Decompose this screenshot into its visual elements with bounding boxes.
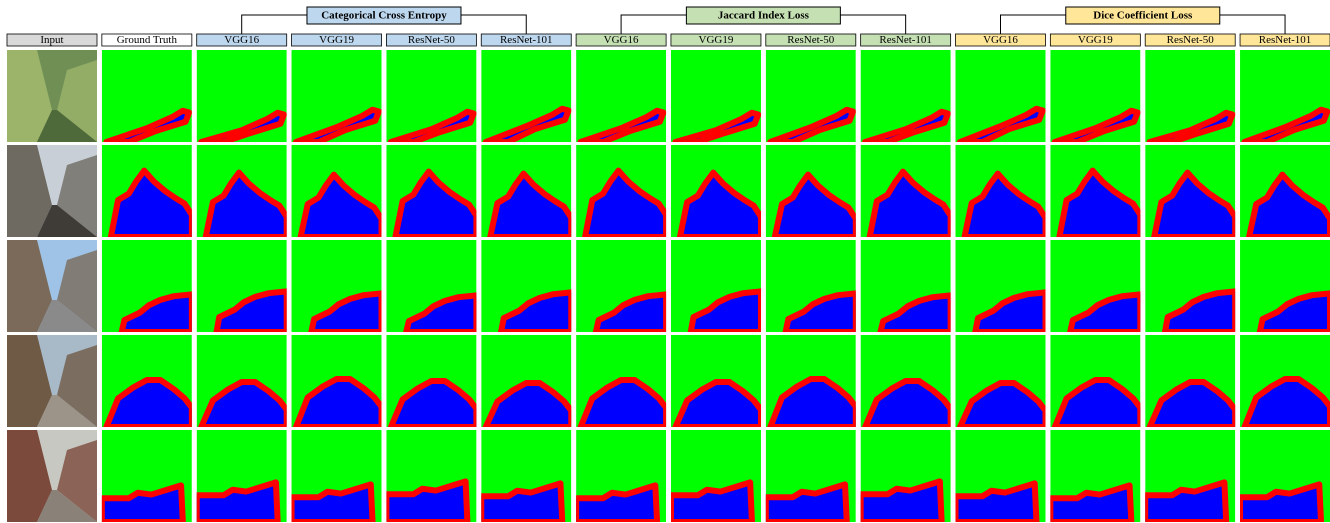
group-title: Categorical Cross Entropy: [321, 10, 447, 22]
segmentation-map: [197, 430, 287, 522]
segmentation-map: [861, 50, 951, 142]
segmentation-map: [197, 50, 287, 142]
segmentation-map: [671, 430, 761, 522]
segmentation-map: [671, 50, 761, 142]
column-header: Input: [40, 34, 63, 46]
segmentation-map: [292, 240, 382, 332]
segmentation-map: [576, 430, 666, 522]
segmentation-map: [576, 240, 666, 332]
segmentation-map: [861, 240, 951, 332]
segmentation-map: [576, 335, 666, 427]
segmentation-map: [766, 335, 856, 427]
segmentation-map: [766, 50, 856, 142]
segmentation-map: [197, 335, 287, 427]
column-header: ResNet-50: [408, 34, 456, 46]
segmentation-map: [386, 430, 476, 522]
segmentation-map: [481, 240, 571, 332]
column-header: VGG16: [604, 34, 639, 46]
column-header: VGG16: [983, 34, 1018, 46]
segmentation-map: [766, 145, 856, 237]
group-title: Dice Coefficient Loss: [1093, 10, 1193, 22]
segmentation-map: [386, 240, 476, 332]
segmentation-map: [197, 240, 287, 332]
segmentation-map: [292, 335, 382, 427]
segmentation-map: [102, 240, 192, 332]
segmentation-map: [1145, 145, 1235, 237]
segmentation-map: [386, 145, 476, 237]
segmentation-map: [481, 430, 571, 522]
segmentation-map: [576, 50, 666, 142]
segmentation-map: [1240, 145, 1330, 237]
segmentation-map: [671, 145, 761, 237]
segmentation-map: [956, 145, 1046, 237]
segmentation-map: [1050, 145, 1140, 237]
segmentation-map: [956, 335, 1046, 427]
column-header: ResNet-101: [879, 34, 932, 46]
segmentation-map: [197, 145, 287, 237]
segmentation-map: [1240, 240, 1330, 332]
segmentation-map: [102, 50, 192, 142]
column-header: VGG19: [1078, 34, 1113, 46]
column-header: ResNet-50: [1167, 34, 1215, 46]
column-header: ResNet-101: [1259, 34, 1312, 46]
segmentation-map: [481, 335, 571, 427]
segmentation-map: [861, 430, 951, 522]
segmentation-map: [102, 145, 192, 237]
figure: Input Ground Truth Categorical Cross Entro…: [0, 0, 1330, 523]
segmentation-map: [386, 335, 476, 427]
segmentation-map: [861, 145, 951, 237]
segmentation-map: [956, 240, 1046, 332]
segmentation-map: [1240, 50, 1330, 142]
segmentation-map: [861, 335, 951, 427]
segmentation-map: [1145, 335, 1235, 427]
segmentation-map: [292, 145, 382, 237]
segmentation-map: [576, 145, 666, 237]
segmentation-map: [766, 430, 856, 522]
segmentation-map: [1050, 50, 1140, 142]
segmentation-map: [1240, 335, 1330, 427]
segmentation-map: [766, 240, 856, 332]
segmentation-map: [1050, 430, 1140, 522]
column-header: Ground Truth: [117, 34, 178, 46]
segmentation-map: [102, 430, 192, 522]
column-header: VGG16: [224, 34, 259, 46]
segmentation-map: [386, 50, 476, 142]
column-header: ResNet-101: [500, 34, 553, 46]
segmentation-map: [481, 145, 571, 237]
column-header: ResNet-50: [787, 34, 835, 46]
segmentation-map: [292, 430, 382, 522]
segmentation-map: [1050, 335, 1140, 427]
segmentation-map: [292, 50, 382, 142]
segmentation-map: [1145, 240, 1235, 332]
segmentation-map: [1145, 50, 1235, 142]
segmentation-map: [481, 50, 571, 142]
segmentation-map: [671, 240, 761, 332]
segmentation-map: [1145, 430, 1235, 522]
group-title: Jaccard Index Loss: [718, 10, 810, 22]
column-header: VGG19: [699, 34, 734, 46]
segmentation-map: [671, 335, 761, 427]
segmentation-map: [1050, 240, 1140, 332]
segmentation-map: [102, 335, 192, 427]
segmentation-map: [1240, 430, 1330, 522]
column-header: VGG19: [319, 34, 354, 46]
segmentation-map: [956, 50, 1046, 142]
segmentation-map: [956, 430, 1046, 522]
